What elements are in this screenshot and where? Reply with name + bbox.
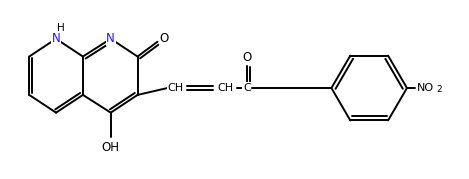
Text: NO: NO	[417, 83, 434, 93]
Text: H: H	[57, 23, 65, 33]
Text: N: N	[106, 32, 115, 45]
Text: O: O	[160, 32, 169, 45]
Text: O: O	[242, 51, 251, 64]
Text: CH: CH	[217, 83, 233, 93]
Text: N: N	[52, 32, 61, 45]
Text: CH: CH	[167, 83, 183, 93]
Text: OH: OH	[102, 141, 120, 154]
Text: 2: 2	[437, 86, 442, 95]
Text: C: C	[243, 83, 251, 93]
